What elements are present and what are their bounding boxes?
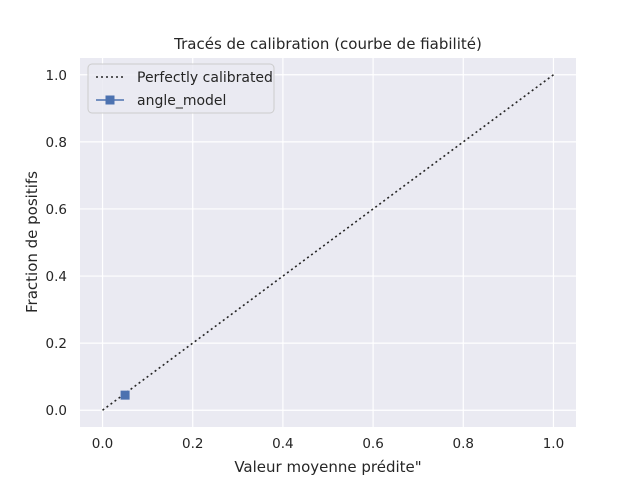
x-tick-label: 0.2 xyxy=(182,436,203,452)
legend-label: angle_model xyxy=(137,93,226,109)
y-axis-label: Fraction de positifs xyxy=(23,171,41,313)
series-layer xyxy=(102,74,554,411)
legend-label: Perfectly calibrated xyxy=(137,70,273,86)
x-tick-label: 0.0 xyxy=(92,436,113,452)
data-point xyxy=(120,390,130,400)
legend: Perfectly calibrated angle_model xyxy=(87,63,275,114)
y-tick-label: 1.0 xyxy=(46,68,67,84)
y-tick-label: 0.6 xyxy=(46,202,67,218)
chart-title: Tracés de calibration (courbe de fiabili… xyxy=(173,35,482,53)
legend-box xyxy=(87,63,275,114)
x-tick-label: 0.8 xyxy=(453,436,474,452)
y-tick-label: 0.8 xyxy=(46,135,67,151)
x-axis-label: Valeur moyenne prédite" xyxy=(234,458,421,476)
tick-labels: 0.0 0.2 0.4 0.6 0.8 1.0 0.0 0.2 0.4 0.6 0.8 1.0 xyxy=(46,68,565,452)
y-tick-label: 0.2 xyxy=(46,336,67,352)
x-tick-label: 0.4 xyxy=(272,436,293,452)
legend-swatch-marker xyxy=(105,95,115,105)
y-tick-label: 0.0 xyxy=(46,403,67,419)
x-tick-label: 1.0 xyxy=(543,436,564,452)
x-tick-label: 0.6 xyxy=(362,436,383,452)
grid xyxy=(80,58,576,427)
y-tick-label: 0.4 xyxy=(46,269,67,285)
series-line-0 xyxy=(102,74,554,411)
